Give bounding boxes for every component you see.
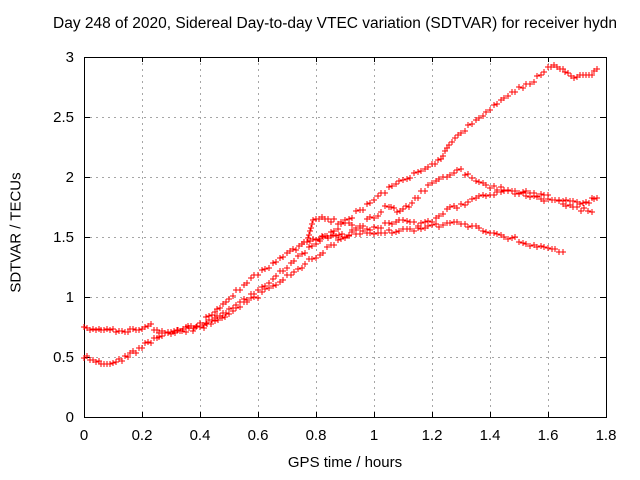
data-series-track-2: [81, 166, 595, 367]
x-tick-label: 1.6: [538, 427, 559, 444]
data-series-track-4: [307, 219, 566, 255]
x-tick-label: 0.2: [132, 427, 153, 444]
x-tick-label: 0.8: [306, 427, 327, 444]
plot-border: [84, 57, 607, 418]
y-tick-label: 0.5: [53, 349, 74, 366]
x-tick-label: 1.2: [422, 427, 443, 444]
x-tick-label: 0.4: [190, 427, 211, 444]
x-tick-label: 0: [80, 427, 88, 444]
y-tick-label: 0: [66, 409, 74, 426]
y-tick-label: 3: [66, 49, 74, 66]
y-tick-label: 2: [66, 169, 74, 186]
y-tick-label: 1.5: [53, 229, 74, 246]
x-tick-label: 1: [370, 427, 378, 444]
x-tick-label: 0.6: [248, 427, 269, 444]
x-axis-label: GPS time / hours: [287, 454, 403, 471]
x-tick-label: 1.8: [596, 427, 617, 444]
chart-title: Day 248 of 2020, Sidereal Day-to-day VTE…: [53, 15, 617, 32]
y-tick-label: 2.5: [53, 109, 74, 126]
data-series-track-3: [203, 188, 600, 320]
data-series-track-1: [81, 62, 600, 337]
x-tick-label: 1.4: [480, 427, 501, 444]
y-tick-label: 1: [66, 289, 74, 306]
